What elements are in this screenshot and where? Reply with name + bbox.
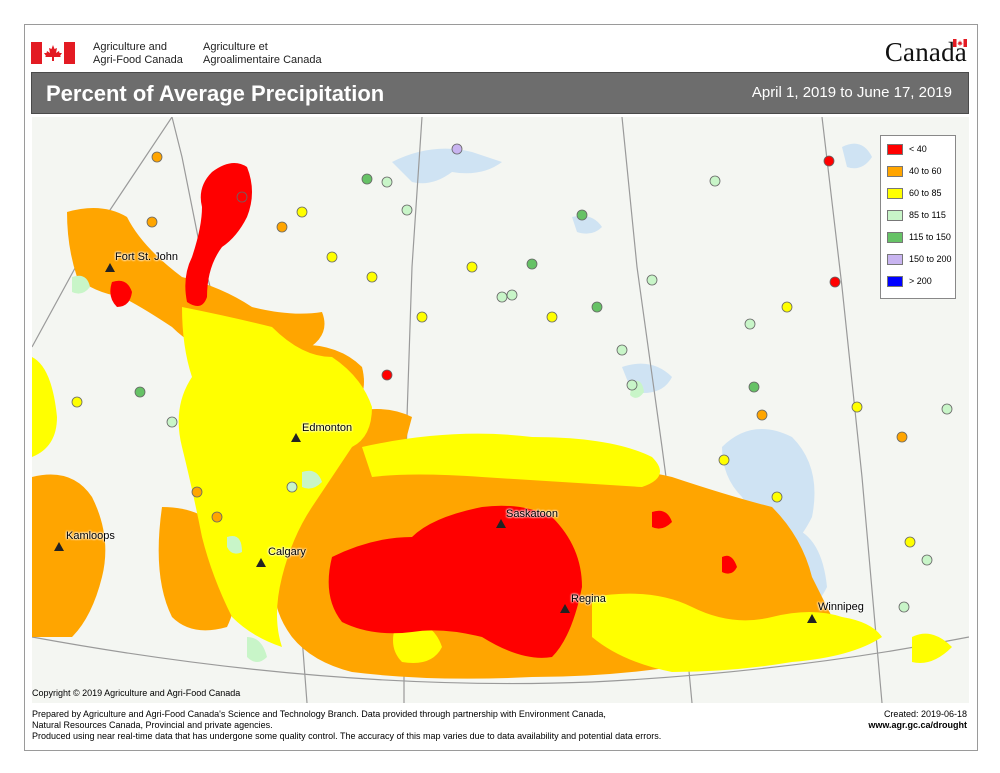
city-marker-regina xyxy=(560,604,570,613)
city-marker-calgary xyxy=(256,558,266,567)
title-bar: Percent of Average Precipitation April 1… xyxy=(31,72,969,114)
footer-meta: Created: 2019-06-18 www.agr.gc.ca/drough… xyxy=(868,709,967,731)
city-marker-kamloops xyxy=(54,542,64,551)
copyright-text: Copyright © 2019 Agriculture and Agri-Fo… xyxy=(32,688,241,698)
canada-flag-icon xyxy=(31,42,75,64)
legend-swatch xyxy=(887,188,903,199)
city-marker-edmonton xyxy=(291,433,301,442)
website-link[interactable]: www.agr.gc.ca/drought xyxy=(868,720,967,730)
city-label-regina: Regina xyxy=(571,593,606,605)
agency-name-fr: Agriculture et Agroalimentaire Canada xyxy=(203,41,322,66)
legend-swatch xyxy=(887,166,903,177)
city-label-edmonton: Edmonton xyxy=(302,422,353,434)
legend-swatch xyxy=(887,276,903,287)
header: Agriculture and Agri-Food Canada Agricul… xyxy=(31,37,971,69)
city-marker-winnipeg xyxy=(807,614,817,623)
map-legend: < 40 40 to 60 60 to 85 85 to 115 115 to … xyxy=(880,135,956,299)
footer-notes: Prepared by Agriculture and Agri-Food Ca… xyxy=(32,709,662,741)
legend-swatch xyxy=(887,210,903,221)
city-marker-fort-st-john xyxy=(105,263,115,272)
map-title: Percent of Average Precipitation xyxy=(46,81,385,106)
legend-swatch xyxy=(887,254,903,265)
precipitation-map xyxy=(32,117,969,703)
precip-85-115 xyxy=(72,275,644,662)
city-label-fort-st-john: Fort St. John xyxy=(115,251,178,263)
city-marker-saskatoon xyxy=(496,519,506,528)
date-range: April 1, 2019 to June 17, 2019 xyxy=(751,84,952,101)
agency-name-en: Agriculture and Agri-Food Canada xyxy=(93,41,183,66)
created-date: Created: 2019-06-18 xyxy=(883,709,967,719)
wordmark-flag-icon xyxy=(953,39,967,47)
legend-swatch xyxy=(887,232,903,243)
station-dots xyxy=(71,143,953,613)
precip-below-40 xyxy=(110,163,737,658)
city-label-saskatoon: Saskatoon xyxy=(506,508,558,520)
city-label-calgary: Calgary xyxy=(268,546,306,558)
city-label-winnipeg: Winnipeg xyxy=(818,601,864,613)
city-markers xyxy=(54,263,817,623)
city-label-kamloops: Kamloops xyxy=(66,530,115,542)
legend-swatch xyxy=(887,144,903,155)
